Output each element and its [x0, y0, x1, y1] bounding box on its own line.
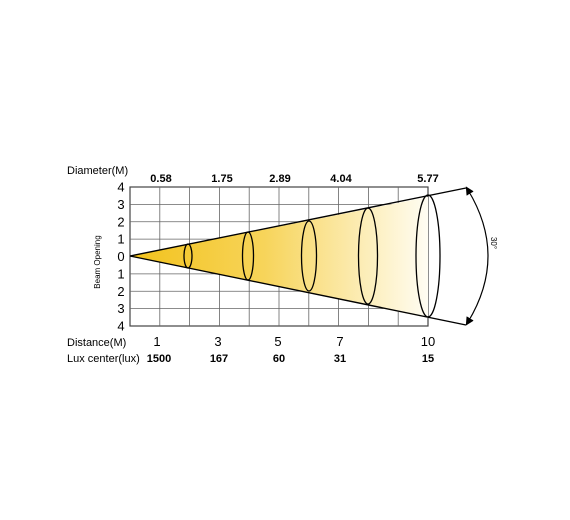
beam-cross-section	[357, 207, 379, 305]
diameter-value: 0.58	[150, 173, 171, 185]
diameter-value: 1.75	[211, 173, 232, 185]
y-tick-label: 1	[117, 266, 124, 281]
distance-value: 7	[336, 334, 343, 349]
distance-values: 1 3 5 7 10	[153, 334, 435, 349]
diameter-value: 4.04	[330, 173, 352, 185]
y-tick-label: 2	[117, 284, 124, 299]
diameter-value: 5.77	[417, 173, 438, 185]
distance-value: 10	[421, 334, 435, 349]
lux-value: 167	[210, 353, 228, 365]
y-tick-label: 3	[117, 197, 124, 212]
y-tick-label: 4	[117, 180, 124, 195]
diameter-value: 2.89	[269, 173, 290, 185]
distance-label: Distance(M)	[67, 337, 126, 349]
y-tick-label: 3	[117, 301, 124, 316]
beam-cross-section	[300, 220, 318, 292]
beam-cross-section	[183, 243, 193, 269]
y-tick-label: 4	[117, 319, 124, 334]
distance-value: 5	[274, 334, 281, 349]
y-tick-label: 0	[117, 249, 124, 264]
beam-angle-label: 30°	[489, 237, 498, 249]
y-tick-label: 1	[117, 232, 124, 247]
y-tick-label: 2	[117, 214, 124, 229]
lux-value: 15	[422, 353, 434, 365]
diameter-values: 0.58 1.75 2.89 4.04 5.77	[150, 173, 438, 185]
beam-cross-section	[415, 194, 441, 318]
beam-cross-section	[241, 231, 255, 281]
lux-value: 60	[273, 353, 285, 365]
lux-label: Lux center(lux)	[67, 353, 140, 365]
y-axis-ticks: 4 3 2 1 0 1 2 3 4	[117, 180, 124, 334]
y-axis-label: Beam Opening	[93, 235, 102, 288]
lux-value: 1500	[147, 353, 171, 365]
distance-value: 3	[214, 334, 221, 349]
beam-cross-sections	[183, 194, 441, 318]
beam-cone	[130, 197, 428, 318]
beam-angle-arc	[465, 186, 489, 326]
diameter-label: Diameter(M)	[67, 165, 128, 177]
lux-value: 31	[334, 353, 346, 365]
distance-value: 1	[153, 334, 160, 349]
lux-values: 1500 167 60 31 15	[147, 353, 434, 365]
